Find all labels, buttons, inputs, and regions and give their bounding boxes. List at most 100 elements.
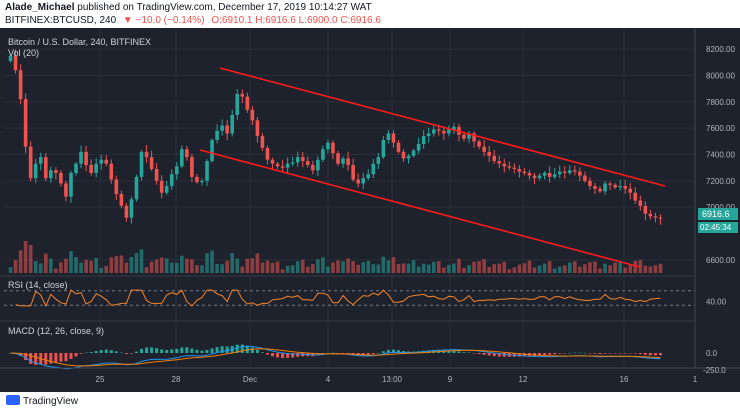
volume-bar bbox=[603, 263, 607, 273]
grid bbox=[4, 28, 696, 368]
volume-bar bbox=[562, 265, 567, 273]
candle-body bbox=[547, 172, 552, 177]
candle-body bbox=[643, 205, 648, 214]
price-tick-label: 7800.00 bbox=[706, 98, 735, 107]
volume-bar bbox=[356, 264, 360, 273]
candle-body bbox=[275, 163, 280, 167]
volume-bar bbox=[240, 266, 245, 273]
macd-histogram-bar bbox=[452, 350, 456, 353]
volume-bar bbox=[401, 263, 406, 273]
macd-histogram-bar bbox=[240, 344, 244, 353]
volume-bar bbox=[164, 258, 169, 273]
chart-title: Bitcoin / U.S. Dollar, 240, BITFINEX bbox=[8, 37, 151, 47]
volume-bar bbox=[64, 258, 68, 273]
volume-bar bbox=[351, 261, 355, 273]
macd-histogram-bar bbox=[150, 347, 154, 353]
volume-bar bbox=[119, 255, 124, 273]
volume-bar bbox=[74, 257, 78, 273]
candle-body bbox=[613, 184, 617, 188]
candle-body bbox=[74, 163, 78, 173]
volume-bar bbox=[89, 260, 93, 273]
macd-histogram-bar bbox=[361, 353, 365, 356]
macd-histogram-bar bbox=[618, 353, 622, 354]
candle-body bbox=[64, 183, 68, 197]
macd-tick-label: -250.0 bbox=[703, 366, 726, 375]
volume-bar bbox=[643, 265, 648, 273]
candle-body bbox=[69, 172, 73, 197]
volume-bar bbox=[487, 266, 491, 273]
candle-body bbox=[174, 166, 179, 175]
macd-histogram-bar bbox=[477, 353, 481, 355]
price-chart[interactable]: 8200.00 8000.00 7800.00 7600.00 7400.00 7200.… bbox=[0, 28, 740, 393]
macd-histogram-bar bbox=[276, 353, 280, 358]
price-tick-label: 8000.00 bbox=[706, 72, 735, 81]
volume-bar bbox=[648, 266, 653, 273]
volume-bar bbox=[431, 261, 436, 273]
volume-bar bbox=[305, 266, 310, 273]
macd-histogram-bar bbox=[145, 347, 149, 353]
candle-body bbox=[653, 216, 658, 218]
volume-bar bbox=[265, 260, 270, 273]
volume-bars bbox=[8, 241, 663, 273]
candle-body bbox=[104, 159, 109, 164]
candle-body bbox=[351, 165, 355, 180]
brand[interactable]: TradingView bbox=[6, 395, 78, 407]
time-tick-label: 4 bbox=[326, 375, 331, 384]
author-name[interactable]: Alade_Michael bbox=[5, 2, 75, 13]
volume-bar bbox=[447, 264, 451, 273]
candle-body bbox=[532, 175, 537, 179]
macd-label: MACD (12, 26, close, 9) bbox=[8, 326, 104, 336]
footer: TradingView bbox=[0, 392, 740, 411]
macd-histogram-bar bbox=[44, 353, 48, 365]
volume-bar bbox=[386, 260, 391, 273]
candle-body bbox=[210, 140, 214, 162]
time-tick-label: 12 bbox=[519, 375, 528, 384]
macd-histogram-bar bbox=[457, 351, 461, 353]
candle-body bbox=[467, 133, 471, 139]
candle-body bbox=[119, 194, 124, 206]
candle-body bbox=[205, 161, 209, 181]
candle-body bbox=[225, 125, 229, 134]
macd-histogram-bar bbox=[336, 353, 340, 354]
volume-bar bbox=[633, 260, 638, 273]
volume-bar bbox=[99, 267, 104, 273]
macd-histogram-bar bbox=[29, 353, 33, 364]
macd-histogram-bar bbox=[235, 344, 239, 353]
candle-body bbox=[346, 158, 350, 166]
candle-body bbox=[386, 133, 391, 141]
macd-histogram-bar bbox=[381, 351, 385, 353]
candles bbox=[8, 49, 663, 225]
tradingview-logo-icon bbox=[6, 395, 20, 405]
macd-histogram-bar bbox=[658, 353, 662, 356]
candle-body bbox=[452, 126, 456, 130]
macd-histogram-bar bbox=[563, 353, 567, 354]
candle-body bbox=[421, 136, 426, 144]
macd-histogram-bar bbox=[386, 349, 390, 353]
volume-bar bbox=[361, 262, 366, 273]
volume-bar bbox=[38, 263, 43, 273]
macd-histogram-bar bbox=[366, 353, 370, 355]
candle-body bbox=[487, 151, 491, 156]
symbol: BITFINEX:BTCUSD, 240 bbox=[5, 15, 117, 26]
macd-histogram-bar bbox=[89, 352, 93, 353]
volume-bar bbox=[316, 259, 320, 273]
candle-body bbox=[326, 142, 330, 150]
macd-histogram-bar bbox=[215, 347, 219, 353]
macd-histogram-bar bbox=[124, 353, 128, 354]
macd-histogram-bar bbox=[114, 351, 118, 353]
volume-bar bbox=[23, 241, 28, 273]
volume-bar bbox=[623, 267, 628, 273]
volume-bar bbox=[462, 267, 466, 273]
price-tick-label: 7200.00 bbox=[706, 177, 735, 186]
macd-histogram-bar bbox=[497, 353, 501, 357]
ohlc-values: O:6910.1 H:6916.6 L:6900.0 C:6916.6 bbox=[211, 15, 381, 26]
macd-histogram-bar bbox=[538, 353, 542, 356]
macd-histogram-bar bbox=[331, 352, 335, 354]
volume-bar bbox=[59, 262, 63, 273]
axes: 8200.00 8000.00 7800.00 7600.00 7400.00 7200.… bbox=[0, 28, 740, 384]
volume-bar bbox=[33, 261, 38, 273]
volume-bar bbox=[502, 261, 507, 273]
published-text: published on TradingView.com, December 1… bbox=[77, 2, 372, 13]
macd-histogram-bar bbox=[129, 353, 133, 354]
candle-body bbox=[436, 129, 441, 131]
